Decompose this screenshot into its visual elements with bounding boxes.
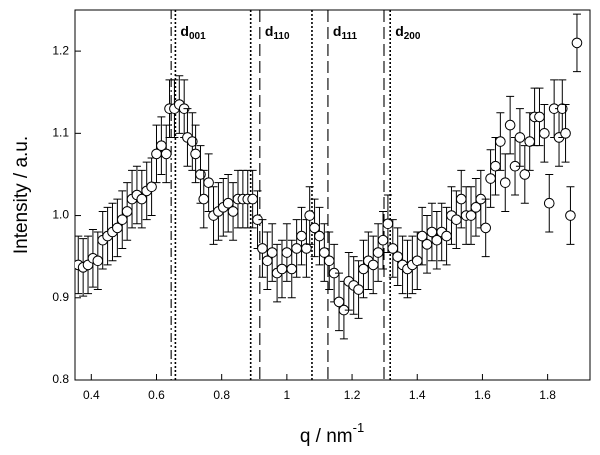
- marker: [314, 230, 325, 242]
- marker: [92, 255, 104, 267]
- annotation-text: d: [180, 23, 189, 39]
- marker: [455, 193, 467, 205]
- marker: [190, 148, 201, 160]
- marker: [534, 111, 545, 123]
- marker: [353, 284, 364, 295]
- marker: [377, 234, 389, 246]
- x-tick-label: 1.6: [474, 388, 491, 402]
- marker: [323, 255, 335, 267]
- x-tick-label: 1.2: [344, 388, 361, 402]
- marker: [451, 214, 462, 225]
- annotation: d200: [395, 23, 421, 42]
- marker: [411, 255, 423, 267]
- marker: [504, 119, 516, 131]
- marker: [543, 197, 555, 209]
- marker: [367, 259, 379, 271]
- marker: [485, 173, 496, 184]
- x-axis-label: q / nm-1: [300, 420, 364, 447]
- annotation-text: d: [333, 23, 342, 39]
- x-tick-label: 1.8: [539, 388, 556, 402]
- annotation-text: d: [265, 23, 274, 39]
- marker: [556, 103, 568, 114]
- marker: [571, 37, 583, 49]
- marker: [227, 206, 239, 217]
- x-tick-label: 1: [284, 388, 291, 402]
- x-tick-label: 0.6: [148, 388, 165, 402]
- marker: [266, 247, 278, 258]
- marker: [441, 230, 452, 242]
- marker: [247, 193, 258, 205]
- plot-frame: [74, 9, 591, 381]
- y-tick-label: 1.2: [52, 43, 69, 57]
- annotation-text: d: [395, 23, 404, 39]
- marker: [160, 148, 172, 160]
- marker: [421, 239, 433, 250]
- y-tick-label: 1.1: [52, 126, 69, 140]
- marker: [291, 243, 302, 254]
- x-label-main: q / nm: [300, 426, 353, 447]
- x-tick-label: 1.4: [409, 388, 426, 402]
- marker: [203, 177, 214, 188]
- marker: [514, 132, 526, 143]
- annotation-sub: 111: [341, 31, 357, 42]
- marker: [499, 177, 511, 188]
- marker: [187, 136, 198, 147]
- marker: [480, 222, 491, 234]
- y-tick-label: 0.8: [52, 372, 69, 386]
- marker: [146, 181, 157, 193]
- annotation: d001: [180, 23, 206, 42]
- marker: [257, 243, 268, 254]
- annotation-sub: 200: [404, 31, 421, 42]
- data-layer: [75, 13, 583, 340]
- marker: [121, 206, 133, 217]
- marker: [296, 230, 307, 242]
- marker: [519, 169, 531, 180]
- annotation-sub: 001: [189, 31, 206, 42]
- marker: [565, 210, 576, 221]
- annotation: d111: [333, 23, 358, 42]
- annotation-sub: 110: [273, 31, 290, 42]
- x-tick-label: 0.8: [213, 388, 230, 402]
- marker: [198, 193, 210, 205]
- marker: [382, 218, 394, 230]
- marker: [301, 243, 312, 254]
- x-label-sup: -1: [353, 420, 365, 435]
- x-tick-label: 0.4: [83, 388, 100, 402]
- annotation: d110: [265, 23, 290, 42]
- marker: [281, 247, 293, 258]
- marker: [372, 247, 384, 258]
- marker: [286, 263, 298, 275]
- marker: [304, 210, 315, 221]
- marker: [276, 263, 288, 275]
- y-tick-label: 0.9: [52, 290, 69, 304]
- marker: [539, 128, 550, 139]
- marker: [495, 136, 506, 147]
- marker: [560, 128, 571, 139]
- marker: [490, 160, 501, 172]
- y-axis-label: Intensity / a.u.: [11, 136, 32, 254]
- y-tick-label: 1.0: [52, 208, 69, 222]
- marker: [524, 136, 535, 147]
- marker: [195, 169, 206, 180]
